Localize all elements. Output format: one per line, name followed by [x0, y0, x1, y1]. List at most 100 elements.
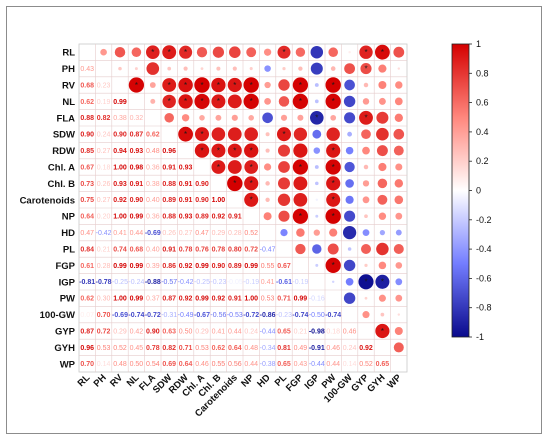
- correlation-circle: [199, 115, 205, 121]
- correlation-value-label: 0.90: [130, 197, 144, 204]
- correlation-circle: [395, 212, 403, 220]
- significance-star: *: [332, 146, 335, 155]
- significance-star: *: [184, 48, 187, 57]
- correlation-value-label: -0.61: [276, 279, 292, 286]
- correlation-value-label: 1.00: [113, 214, 127, 221]
- correlation-circle: [315, 198, 318, 201]
- correlation-value-label: 0.74: [113, 246, 127, 253]
- correlation-value-label: 0.42: [130, 328, 144, 335]
- correlation-circle: [243, 93, 259, 110]
- correlation-circle: [394, 113, 403, 122]
- correlation-circle: [312, 129, 322, 139]
- correlation-circle: [292, 159, 309, 175]
- column-label: IGP: [303, 372, 323, 392]
- correlation-value-label: 0.27: [97, 148, 111, 155]
- correlation-value-label: -0.86: [260, 312, 276, 319]
- correlation-circle: [244, 160, 259, 174]
- correlation-circle: [194, 127, 210, 142]
- correlation-value-label: 0.41: [261, 279, 275, 286]
- correlation-value-label: 0.99: [195, 263, 209, 270]
- correlation-value-label: 0.99: [113, 263, 127, 270]
- correlation-value-label: 0.70: [80, 361, 94, 368]
- correlation-circle: [314, 99, 319, 104]
- correlation-circle: [293, 192, 308, 207]
- correlation-circle: [278, 161, 290, 173]
- correlation-value-label: 0.64: [80, 214, 94, 221]
- correlation-circle: [292, 93, 309, 110]
- correlation-circle: [278, 79, 290, 91]
- correlation-circle: [181, 114, 190, 122]
- correlation-value-label: 0.99: [130, 296, 144, 303]
- correlation-circle: [361, 129, 371, 140]
- colorbar-tick-label: -1: [476, 332, 484, 342]
- significance-star: *: [315, 114, 318, 123]
- correlation-value-label: 0.72: [244, 246, 258, 253]
- correlation-value-label: 0.91: [228, 296, 242, 303]
- correlation-circle: [377, 178, 388, 189]
- correlation-circle: [227, 127, 242, 142]
- correlation-circle: [277, 177, 291, 190]
- significance-star: *: [168, 81, 171, 90]
- correlation-value-label: 0.65: [277, 328, 291, 335]
- correlation-circle: [200, 67, 204, 70]
- correlation-value-label: 0.99: [244, 263, 258, 270]
- correlation-circle: [212, 46, 225, 58]
- correlation-circle: [296, 228, 305, 237]
- correlation-circle: [211, 127, 226, 141]
- correlation-circle: [227, 77, 242, 93]
- correlation-value-label: 0.14: [343, 361, 357, 368]
- correlation-value-label: 0.99: [294, 296, 308, 303]
- correlation-circle: [178, 77, 193, 93]
- correlation-circle: [264, 81, 271, 89]
- correlation-circle: [310, 111, 324, 125]
- correlation-value-label: 0.24: [97, 132, 111, 139]
- correlation-value-label: 0.90: [113, 132, 127, 139]
- correlation-circle: [178, 126, 193, 142]
- correlation-circle: [227, 160, 242, 174]
- correlation-value-label: 0.56: [228, 361, 242, 368]
- correlation-circle: [362, 311, 370, 319]
- correlation-circle: [211, 77, 226, 93]
- row-label: Chl. B: [48, 179, 76, 190]
- correlation-circle: [265, 148, 270, 153]
- correlation-value-label: 0.93: [130, 148, 144, 155]
- correlation-value-label: -0.42: [178, 279, 194, 286]
- colorbar-tick-label: 0: [476, 186, 481, 196]
- correlation-value-label: 0.24: [343, 345, 357, 352]
- correlation-value-label: 0.99: [130, 214, 144, 221]
- correlation-circle: [244, 176, 259, 191]
- correlation-circle: [359, 110, 373, 125]
- correlation-circle: [325, 257, 341, 274]
- correlation-value-label: 0.98: [130, 164, 144, 171]
- correlation-circle: [276, 127, 292, 142]
- correlation-value-label: 0.91: [130, 181, 144, 188]
- significance-star: *: [364, 48, 367, 57]
- correlation-value-label: 0.96: [80, 345, 94, 352]
- correlation-circle: [393, 243, 404, 255]
- correlation-circle: [378, 64, 387, 73]
- correlation-circle: [278, 210, 290, 222]
- column-label: RL: [76, 372, 93, 389]
- correlation-circle: [295, 47, 306, 57]
- correlation-circle: [344, 210, 356, 222]
- row-label: FGP: [55, 261, 75, 272]
- significance-star: *: [250, 163, 253, 172]
- correlation-circle: [162, 78, 177, 92]
- significance-star: *: [184, 81, 187, 90]
- correlation-value-label: 0.67: [277, 263, 291, 270]
- correlation-value-label: 0.37: [146, 296, 160, 303]
- correlation-circle: [134, 67, 138, 71]
- significance-star: *: [151, 48, 154, 57]
- correlation-circle: [362, 180, 370, 187]
- correlation-value-label: 0.47: [195, 230, 209, 237]
- correlation-value-label: 0.67: [80, 164, 94, 171]
- correlation-value-label: 0.89: [195, 214, 209, 221]
- correlation-value-label: 0.92: [212, 214, 226, 221]
- correlation-value-label: 0.88: [80, 115, 94, 122]
- correlation-circle: [265, 181, 270, 186]
- correlation-value-label: 0.52: [244, 230, 258, 237]
- colorbar-tick-label: 0.4: [476, 127, 489, 137]
- row-label: PL: [63, 245, 75, 256]
- correlation-circle: [211, 94, 226, 109]
- correlation-value-label: 0.55: [212, 361, 226, 368]
